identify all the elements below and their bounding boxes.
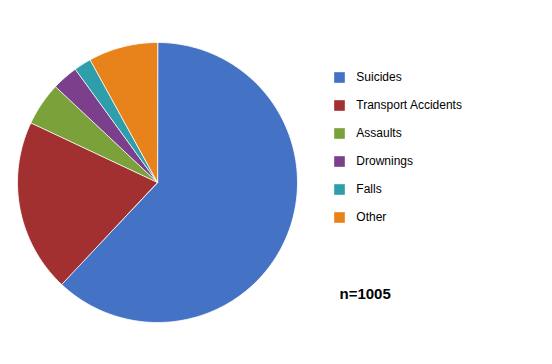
svg-text:Suicides: Suicides [356, 70, 401, 84]
svg-text:Other: Other [356, 210, 386, 224]
svg-text:Assaults: Assaults [356, 126, 401, 140]
svg-text:Falls: Falls [356, 182, 381, 196]
svg-text:Transport Accidents: Transport Accidents [356, 98, 462, 112]
svg-text:Drownings: Drownings [356, 154, 413, 168]
svg-text:n=1005: n=1005 [340, 285, 391, 302]
